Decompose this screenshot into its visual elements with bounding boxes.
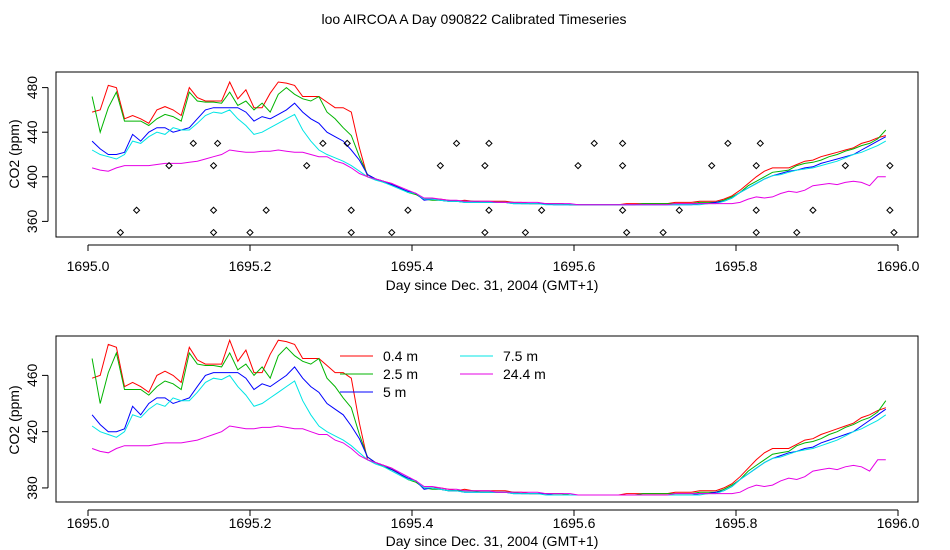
marker-point [209, 161, 218, 170]
marker-point [618, 206, 627, 214]
legend-label: 5 m [383, 384, 406, 400]
series-lines-1 [91, 80, 887, 206]
marker-point [302, 161, 311, 170]
marker-point [809, 206, 817, 214]
series-line-7-5-m [91, 374, 887, 496]
marker-point [521, 228, 530, 237]
marker-point [343, 139, 351, 148]
x-tick-label: 1695.2 [229, 515, 272, 531]
marker-point [886, 206, 894, 214]
marker-point [347, 206, 355, 214]
plot-frame-1 [55, 71, 919, 238]
x-tick-label: 1695.6 [553, 515, 596, 531]
marker-point [752, 228, 760, 237]
marker-point [618, 139, 627, 148]
marker-point [481, 228, 489, 237]
series-line-7-5-m [91, 109, 887, 206]
x-tick-label: 1696.0 [877, 515, 920, 531]
marker-points-1 [116, 139, 898, 237]
marker-point [675, 206, 684, 214]
marker-point [246, 228, 254, 237]
marker-point [213, 139, 222, 148]
y-axis-label-2: CO2 (ppm) [6, 385, 22, 454]
series-line-5-m [91, 102, 887, 206]
y-tick-label: 460 [24, 363, 40, 387]
marker-point [132, 206, 141, 214]
marker-point [436, 161, 445, 170]
marker-point [347, 228, 355, 237]
series-line-24-4-m [91, 425, 886, 496]
series-line-24-4-m [91, 149, 886, 206]
marker-point [209, 228, 218, 237]
plot-frame-2 [55, 335, 919, 503]
marker-point [165, 161, 173, 170]
y-tick-label: 400 [24, 165, 40, 189]
marker-point [752, 161, 760, 170]
legend: 0.4 m 2.5 m 5 m 7.5 m 24.4 m [340, 348, 546, 400]
y-tick-label: 420 [24, 420, 40, 444]
legend-label: 7.5 m [503, 348, 538, 364]
chart-panel-2: 1695.0 1695.2 1695.4 1695.6 1695.8 1696.0 380… [6, 335, 920, 549]
y-tick-label: 360 [24, 209, 40, 233]
marker-point [886, 161, 894, 170]
marker-point [590, 139, 598, 148]
y-axis-2: 380 420 460 [24, 363, 49, 500]
y-axis-label-1: CO2 (ppm) [6, 119, 22, 188]
marker-point [452, 139, 461, 148]
series-line-2-5-m [91, 346, 887, 496]
marker-point [209, 206, 218, 214]
marker-point [481, 161, 489, 170]
marker-point [574, 161, 582, 170]
x-tick-label: 1695.2 [229, 258, 272, 274]
y-tick-label: 380 [24, 476, 40, 500]
legend-label: 2.5 m [383, 366, 418, 382]
x-tick-label: 1695.4 [391, 515, 434, 531]
series-lines-2 [91, 338, 887, 496]
marker-point [659, 228, 667, 237]
x-tick-label: 1695.6 [553, 258, 596, 274]
x-axis-label-2: Day since Dec. 31, 2004 (GMT+1) [386, 533, 599, 549]
x-tick-label: 1696.0 [877, 258, 920, 274]
marker-point [752, 206, 760, 214]
x-axis-2: 1695.0 1695.2 1695.4 1695.6 1695.8 1696.0 [67, 509, 920, 531]
marker-point [793, 228, 801, 237]
x-axis-1: 1695.0 1695.2 1695.4 1695.6 1695.8 1696.0 [67, 244, 920, 274]
y-tick-label: 480 [24, 76, 40, 100]
x-tick-label: 1695.8 [715, 515, 758, 531]
marker-point [890, 228, 898, 237]
marker-point [622, 228, 631, 237]
y-axis-1: 360 400 440 480 [24, 76, 49, 233]
x-tick-label: 1695.0 [67, 258, 110, 274]
marker-point [537, 206, 546, 214]
figure-title: loo AIRCOA A Day 090822 Calibrated Times… [321, 11, 626, 27]
legend-label: 24.4 m [503, 366, 546, 382]
marker-point [485, 139, 493, 148]
series-line-0-4-m [91, 80, 886, 206]
series-line-5-m [91, 366, 887, 496]
marker-point [841, 161, 850, 170]
x-axis-label-1: Day since Dec. 31, 2004 (GMT+1) [386, 277, 599, 293]
series-line-0-4-m [91, 338, 886, 496]
marker-point [618, 161, 627, 170]
legend-label: 0.4 m [383, 348, 418, 364]
x-tick-label: 1695.4 [391, 258, 434, 274]
marker-point [756, 139, 765, 148]
marker-point [724, 139, 732, 148]
marker-point [388, 228, 396, 237]
x-tick-label: 1695.8 [715, 258, 758, 274]
marker-point [404, 206, 412, 214]
marker-point [189, 139, 198, 148]
chart-panel-1: 1695.0 1695.2 1695.4 1695.6 1695.8 1696.0 360… [6, 71, 920, 293]
marker-point [116, 228, 125, 237]
marker-point [707, 161, 716, 170]
x-tick-label: 1695.0 [67, 515, 110, 531]
marker-point [262, 206, 270, 214]
y-tick-label: 440 [24, 120, 40, 144]
marker-point [319, 139, 327, 148]
marker-point [485, 206, 493, 214]
